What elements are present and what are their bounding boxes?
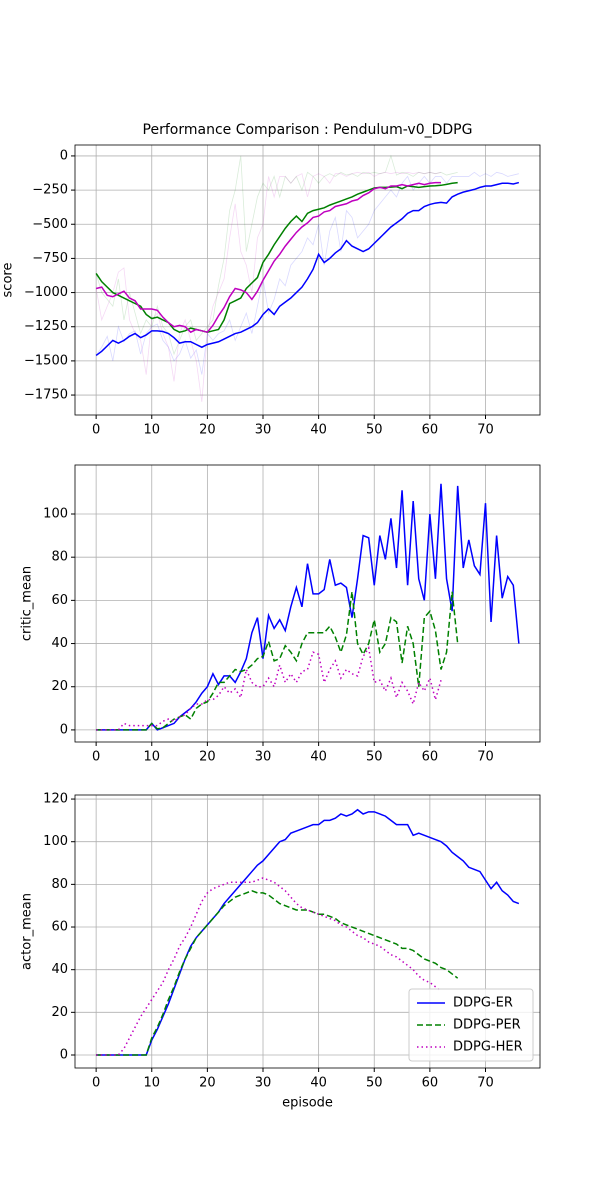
x-axis-label: episode: [282, 1096, 333, 1111]
series-line: [95, 181, 441, 334]
x-tick-label: 10: [143, 750, 160, 765]
y-tick-label: 20: [51, 679, 68, 694]
x-tick-label: 40: [310, 1076, 327, 1091]
series-line: [96, 591, 459, 731]
y-tick-label: 80: [51, 877, 68, 892]
y-tick-label: 40: [51, 636, 68, 651]
series-line: [96, 483, 520, 731]
y-tick-label: −1500: [24, 353, 68, 368]
y-tick-label: 120: [43, 792, 68, 807]
x-tick-label: 40: [310, 750, 327, 765]
y-tick-label: −1000: [24, 285, 68, 300]
x-tick-label: 30: [255, 750, 272, 765]
x-tick-label: 20: [199, 1076, 216, 1091]
x-tick-label: 20: [199, 423, 216, 438]
y-tick-label: 100: [43, 507, 68, 522]
legend-label: DDPG-ER: [453, 996, 513, 1011]
axes-frame: [74, 464, 541, 743]
x-tick-label: 50: [366, 423, 383, 438]
y-tick-label: 100: [43, 834, 68, 849]
axes-frame: [74, 794, 541, 1069]
legend-label: DDPG-HER: [453, 1040, 523, 1055]
y-tick-label: −1250: [24, 319, 68, 334]
series-line: [95, 181, 520, 357]
x-tick-label: 20: [199, 750, 216, 765]
x-tick-label: 70: [477, 1076, 494, 1091]
series-line: [95, 181, 458, 333]
x-tick-label: 50: [366, 1076, 383, 1091]
x-tick-label: 60: [422, 423, 439, 438]
series-line: [95, 171, 519, 375]
y-tick-label: 20: [51, 1005, 68, 1020]
x-tick-label: 0: [92, 750, 100, 765]
y-tick-label: 0: [60, 722, 68, 737]
x-tick-label: 40: [310, 423, 327, 438]
y-tick-label: 60: [51, 593, 68, 608]
x-tick-label: 60: [422, 750, 439, 765]
x-tick-label: 30: [255, 1076, 272, 1091]
y-tick-label: −1750: [24, 388, 68, 403]
x-tick-label: 50: [366, 750, 383, 765]
y-tick-label: −750: [32, 251, 68, 266]
y-tick-label: −250: [32, 183, 68, 198]
series-line: [96, 877, 442, 1056]
series-line: [96, 645, 442, 731]
x-tick-label: 0: [92, 423, 100, 438]
legend-label: DDPG-PER: [453, 1018, 521, 1033]
y-tick-label: 60: [51, 920, 68, 935]
y-axis-label: critic_mean: [20, 566, 35, 641]
legend-box: [408, 988, 534, 1062]
x-tick-label: 60: [422, 1076, 439, 1091]
series-line: [96, 889, 459, 1056]
y-axis-label: score: [1, 263, 16, 298]
y-tick-label: 0: [60, 1047, 68, 1062]
y-tick-label: 80: [51, 550, 68, 565]
axes-frame: [74, 144, 541, 416]
x-tick-label: 10: [143, 423, 160, 438]
chart-title: Performance Comparison : Pendulum-v0_DDP…: [143, 122, 473, 138]
x-tick-label: 0: [92, 1076, 100, 1091]
x-tick-label: 30: [255, 423, 272, 438]
x-tick-label: 70: [477, 750, 494, 765]
y-tick-label: 40: [51, 962, 68, 977]
x-tick-label: 70: [477, 423, 494, 438]
y-tick-label: 0: [60, 148, 68, 163]
y-tick-label: −500: [32, 217, 68, 232]
x-tick-label: 10: [143, 1076, 160, 1091]
series-line: [96, 808, 520, 1056]
y-axis-label: actor_mean: [20, 893, 35, 970]
